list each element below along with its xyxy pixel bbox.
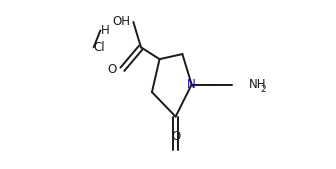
Text: O: O [107,63,117,76]
Text: OH: OH [112,16,130,28]
Text: H: H [100,24,109,37]
Text: N: N [187,78,196,91]
Text: 2: 2 [261,85,266,94]
Text: Cl: Cl [94,41,105,54]
Text: O: O [171,130,180,143]
Text: NH: NH [249,78,267,91]
